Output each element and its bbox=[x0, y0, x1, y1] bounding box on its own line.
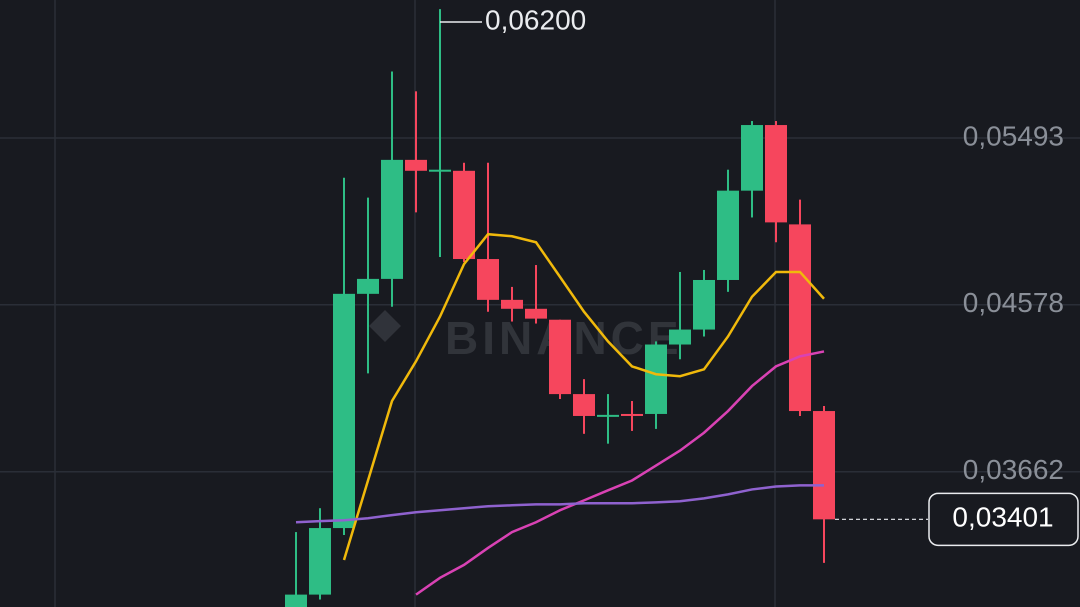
candle-body bbox=[645, 344, 667, 414]
y-tick-label: 0,04578 bbox=[963, 287, 1064, 318]
candle-body bbox=[501, 299, 523, 309]
candle-body bbox=[357, 278, 379, 294]
y-tick-label: 0,05493 bbox=[963, 120, 1064, 151]
candle-body bbox=[573, 394, 595, 416]
candle-body bbox=[741, 125, 763, 191]
candle-body bbox=[309, 528, 331, 595]
moving-average-line bbox=[415, 350, 825, 596]
last-price-label: 0,03401 bbox=[952, 502, 1053, 533]
candle-body bbox=[285, 594, 307, 607]
candle-body bbox=[549, 319, 571, 395]
watermark-logo bbox=[369, 310, 401, 342]
candle-body bbox=[765, 125, 787, 223]
candle-body bbox=[813, 411, 835, 520]
candle-body bbox=[669, 329, 691, 345]
candle-body bbox=[717, 190, 739, 280]
candle-body bbox=[597, 414, 619, 417]
candle-body bbox=[789, 224, 811, 412]
last-price-box bbox=[928, 492, 1079, 547]
moving-average-line bbox=[342, 232, 825, 561]
candle-body bbox=[381, 159, 403, 279]
candle-body bbox=[477, 259, 499, 300]
candle-body bbox=[333, 293, 355, 529]
candle-body bbox=[453, 170, 475, 260]
candle-body bbox=[525, 308, 547, 319]
candle-body bbox=[621, 413, 643, 416]
candles bbox=[285, 9, 835, 607]
y-tick-label: 0,03662 bbox=[963, 454, 1064, 485]
candle-body bbox=[429, 169, 451, 172]
candle-body bbox=[693, 279, 715, 330]
candle-body bbox=[405, 159, 427, 171]
moving-average-line bbox=[295, 484, 824, 524]
max-price-label: 0,06200 bbox=[485, 4, 586, 35]
